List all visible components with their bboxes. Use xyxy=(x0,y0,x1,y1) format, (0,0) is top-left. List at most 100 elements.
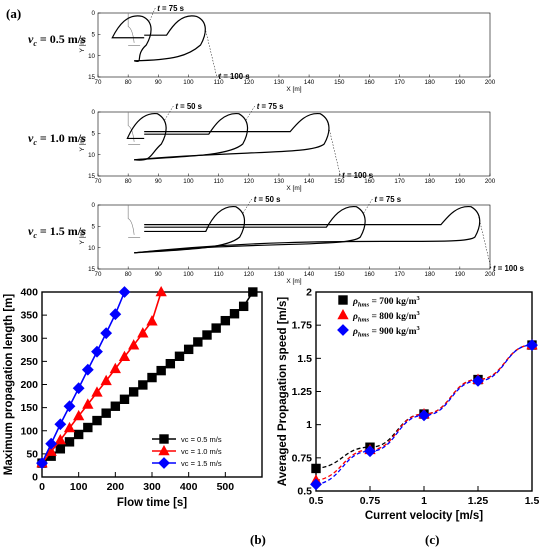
x-tick-label: 190 xyxy=(455,271,466,278)
y-axis-label: Averaged Propagation speed [m/s] xyxy=(277,297,289,487)
data-point xyxy=(118,350,131,362)
row-label-var: v xyxy=(28,131,34,145)
x-tick-label: 300 xyxy=(143,481,161,493)
data-point xyxy=(91,345,103,358)
x-tick-label: 80 xyxy=(125,79,132,86)
y-tick-label: 10 xyxy=(88,245,95,252)
data-point xyxy=(36,457,48,470)
y-axis-label: Y [m] xyxy=(79,229,86,244)
time-annotation-rest: = 50 s xyxy=(178,102,203,111)
row-label-sub: c xyxy=(33,39,37,48)
data-point xyxy=(72,382,85,395)
time-annotation: t = 75 s xyxy=(257,102,284,111)
x-tick-label: 200 xyxy=(107,481,125,493)
series-line xyxy=(315,344,533,470)
x-tick-label: 70 xyxy=(95,178,102,185)
x-tick-label: 200 xyxy=(485,271,496,278)
y-axis-label: Y [m] xyxy=(79,37,86,52)
y-tick-label: 0 xyxy=(92,109,96,116)
data-point xyxy=(146,315,158,326)
time-annotation-rest: = 100 s xyxy=(345,171,374,180)
time-annotation-var: t xyxy=(175,102,178,111)
data-point xyxy=(311,463,321,474)
legend-label-sup: 3 xyxy=(416,310,420,317)
y-tick-label: 1.75 xyxy=(292,320,313,332)
data-point xyxy=(81,363,94,376)
x-tick-label: 500 xyxy=(217,481,235,493)
data-point xyxy=(92,415,102,426)
data-point xyxy=(155,285,167,297)
data-point xyxy=(248,287,258,297)
data-point xyxy=(119,394,130,405)
row-label-rest: = 0.5 m/s xyxy=(37,32,86,46)
x-axis-label: X [m] xyxy=(286,278,301,285)
x-tick-label: 400 xyxy=(180,481,198,493)
x-tick-label: 120 xyxy=(244,271,255,278)
legend-label-main: ρ xyxy=(352,297,358,307)
y-tick-label: 300 xyxy=(20,333,38,345)
legend-label-sub: hms xyxy=(358,332,370,339)
time-annotation-rest: = 75 s xyxy=(377,195,402,204)
source-outline xyxy=(127,205,141,238)
panel-label-c: (c) xyxy=(425,532,439,547)
x-tick-label: 170 xyxy=(394,178,405,185)
subplot-frame xyxy=(97,111,491,177)
legend-label: vc = 0.5 m/s xyxy=(181,435,222,444)
data-point xyxy=(128,339,140,350)
series-line xyxy=(41,291,126,464)
legend-label-main: ρ xyxy=(352,312,358,322)
x-tick-label: 180 xyxy=(425,79,436,86)
legend-label: ρhms = 900 kg/m3 xyxy=(352,325,420,339)
row-label: vc = 1.5 m/s xyxy=(28,224,86,240)
time-annotation-var: t xyxy=(493,264,496,273)
data-point xyxy=(165,358,176,369)
y-tick-label: 0 xyxy=(92,202,96,209)
data-point xyxy=(110,401,121,411)
time-annotation-var: t xyxy=(254,195,257,204)
x-tick-label: 100 xyxy=(183,178,194,185)
x-tick-label: 0 xyxy=(39,481,45,493)
legend-label-sub: hms xyxy=(358,302,370,309)
x-tick-label: 100 xyxy=(183,79,194,86)
x-axis-label: Flow time [s] xyxy=(117,497,187,509)
x-tick-label: 1.5 xyxy=(525,495,540,507)
x-tick-label: 140 xyxy=(304,271,315,278)
x-tick-label: 200 xyxy=(485,79,496,86)
x-tick-label: 150 xyxy=(334,79,345,86)
time-annotation-var: t xyxy=(219,72,222,81)
data-point xyxy=(138,380,148,390)
legend-label: ρhms = 800 kg/m3 xyxy=(352,310,420,324)
x-tick-label: 100 xyxy=(183,271,194,278)
y-tick-label: 250 xyxy=(20,356,38,368)
data-point xyxy=(211,323,221,333)
data-point xyxy=(174,351,185,361)
x-tick-label: 1.25 xyxy=(468,495,489,507)
annotation-leader xyxy=(363,198,373,214)
data-point xyxy=(128,387,139,397)
y-tick-label: 0 xyxy=(92,10,96,17)
legend-label-rest: = 700 kg/m xyxy=(369,297,416,307)
row-label-sub: c xyxy=(33,138,37,147)
time-annotation: t = 75 s xyxy=(157,4,184,13)
annotation-leader xyxy=(149,7,156,22)
x-axis-label: Current velocity [m/s] xyxy=(365,510,483,522)
y-tick-label: 150 xyxy=(20,402,38,414)
y-axis-label: Maximum propagation length [m] xyxy=(3,294,15,476)
source-outline xyxy=(127,112,141,145)
x-tick-label: 1 xyxy=(421,495,427,507)
legend-label: vc = 1.5 m/s xyxy=(181,459,222,468)
time-annotation: t = 100 s xyxy=(219,72,251,81)
annotation-leader xyxy=(164,105,174,121)
x-tick-label: 90 xyxy=(155,79,162,86)
legend-marker xyxy=(337,324,349,336)
time-annotation: t = 100 s xyxy=(493,264,525,273)
legend-label-rest: = 900 kg/m xyxy=(369,327,416,337)
legend-marker xyxy=(158,444,170,456)
x-axis-label: X [m] xyxy=(286,185,301,192)
plume-outline xyxy=(134,206,246,254)
plume-outline xyxy=(134,206,481,254)
row-label-var: v xyxy=(28,224,34,238)
data-point xyxy=(91,386,103,397)
time-annotation-var: t xyxy=(257,102,260,111)
